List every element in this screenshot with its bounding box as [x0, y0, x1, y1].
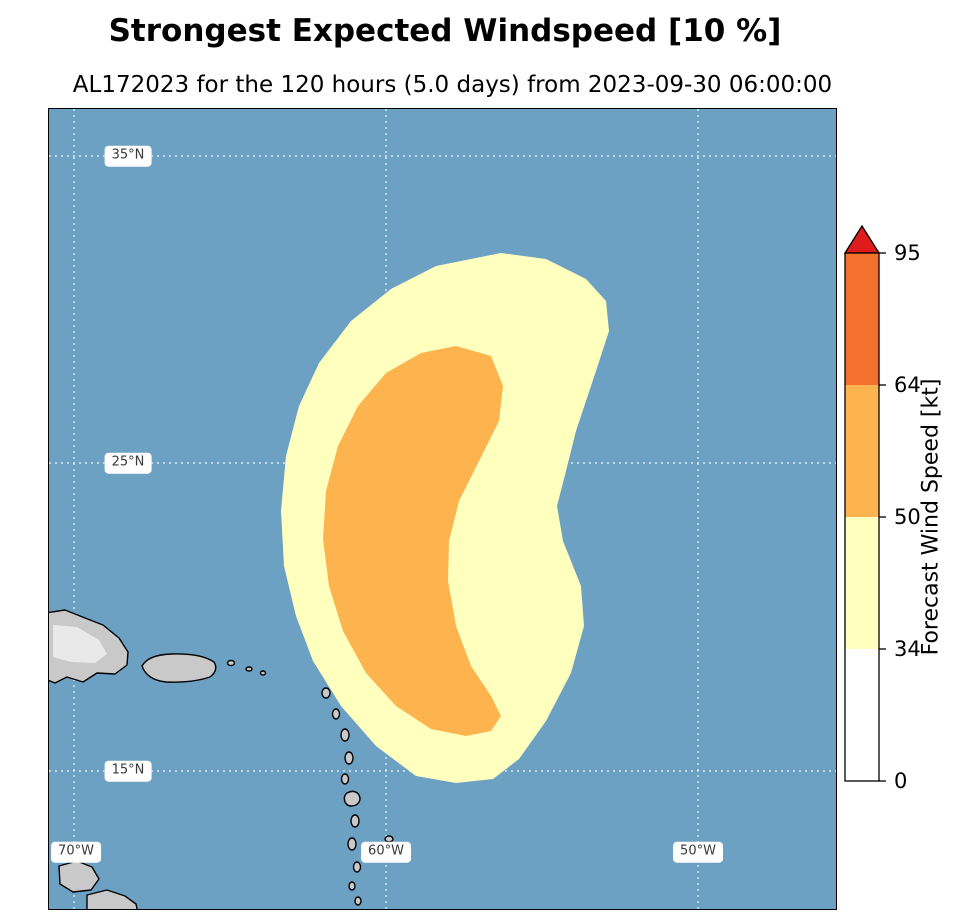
island — [350, 814, 360, 828]
lon-label-70w: 70°W — [51, 841, 101, 863]
colorbar-tick-34: 34 — [894, 637, 921, 661]
colorbar-over-arrow — [843, 224, 881, 254]
island — [340, 773, 350, 785]
island — [340, 728, 350, 742]
lon-label-50w: 50°W — [673, 841, 723, 863]
island — [245, 666, 253, 672]
islands-virgin — [226, 659, 267, 676]
map-panel: 35°N 25°N 15°N 70°W 60°W 50°W — [48, 108, 837, 910]
colorbar-tick-0: 0 — [894, 769, 908, 793]
map-canvas — [49, 109, 836, 909]
island — [354, 896, 362, 906]
colorbar-tickmarks — [879, 252, 886, 782]
island — [259, 670, 267, 676]
colorbar-axis-label: Forecast Wind Speed [kt] — [918, 378, 944, 656]
island — [344, 751, 354, 765]
colorbar-segment-64-95 — [845, 253, 879, 385]
graticule-gridlines — [49, 109, 836, 909]
lat-label-35n: 35°N — [104, 145, 152, 167]
colorbar — [843, 224, 886, 782]
colorbar-tick-95: 95 — [894, 241, 921, 265]
colorbar-segment-34-50 — [845, 517, 879, 649]
lon-label-60w: 60°W — [361, 841, 411, 863]
island — [352, 861, 362, 873]
chart-subtitle: AL172023 for the 120 hours (5.0 days) fr… — [72, 72, 833, 98]
island — [331, 708, 341, 720]
lat-label-25n: 25°N — [104, 452, 152, 474]
colorbar-tick-50: 50 — [894, 505, 921, 529]
landmasses — [49, 609, 394, 909]
colorbar-tick-64: 64 — [894, 373, 921, 397]
colorbar-segment-0-34 — [845, 649, 879, 781]
island — [347, 837, 357, 851]
colorbar-segment-50-64 — [845, 385, 879, 517]
land-hispaniola-highlands — [53, 625, 107, 663]
wind-contour-50kt — [323, 346, 503, 736]
lat-label-15n: 15°N — [104, 760, 152, 782]
island — [343, 790, 361, 807]
island — [321, 687, 331, 699]
land-south-america-coast-b — [86, 889, 138, 909]
land-puerto-rico — [141, 653, 217, 683]
island — [226, 659, 236, 667]
chart-title: Strongest Expected Windspeed [10 %] — [108, 13, 782, 49]
island — [348, 881, 356, 891]
